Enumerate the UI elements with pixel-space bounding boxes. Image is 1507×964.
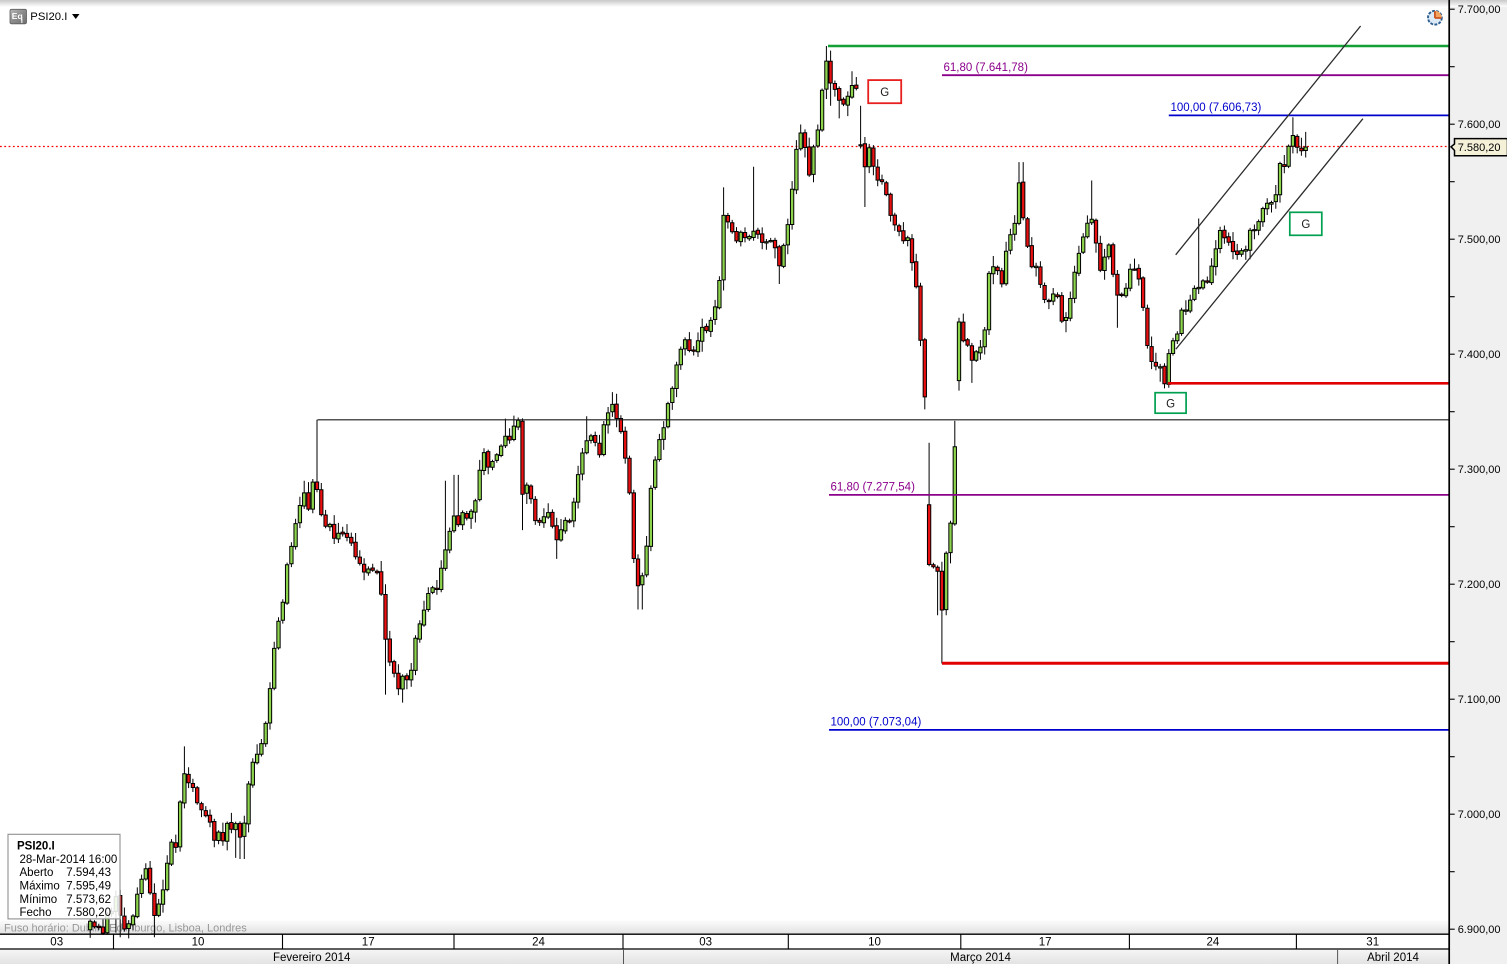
svg-text:7.580,20: 7.580,20 <box>66 907 111 919</box>
svg-text:Eq: Eq <box>12 11 23 21</box>
svg-text:28-Mar-2014 16:00: 28-Mar-2014 16:00 <box>20 854 118 866</box>
svg-text:Fecho: Fecho <box>20 907 52 919</box>
svg-text:7.200,00: 7.200,00 <box>1458 579 1501 591</box>
svg-text:Aberto: Aberto <box>20 867 54 879</box>
svg-text:31: 31 <box>1366 937 1379 949</box>
svg-text:7.400,00: 7.400,00 <box>1458 349 1501 361</box>
svg-text:61,80 (7.641,78): 61,80 (7.641,78) <box>944 62 1029 74</box>
svg-text:7.594,43: 7.594,43 <box>66 867 111 879</box>
svg-text:100,00 (7.073,04): 100,00 (7.073,04) <box>831 717 922 729</box>
svg-text:100,00 (7.606,73): 100,00 (7.606,73) <box>1171 102 1262 114</box>
svg-text:24: 24 <box>532 937 545 949</box>
svg-text:17: 17 <box>362 937 375 949</box>
svg-text:Março 2014: Março 2014 <box>950 952 1011 964</box>
svg-text:7.600,00: 7.600,00 <box>1458 119 1501 131</box>
svg-text:Abril 2014: Abril 2014 <box>1367 952 1419 964</box>
svg-text:PSI20.I: PSI20.I <box>30 11 67 23</box>
svg-text:7.580,20: 7.580,20 <box>1458 142 1501 154</box>
svg-text:7.700,00: 7.700,00 <box>1458 4 1501 16</box>
svg-text:G: G <box>880 87 889 99</box>
svg-text:G: G <box>1166 399 1175 411</box>
svg-text:6.900,00: 6.900,00 <box>1458 924 1501 936</box>
svg-text:24: 24 <box>1207 937 1220 949</box>
svg-text:PSI20.I: PSI20.I <box>17 841 55 853</box>
svg-text:10: 10 <box>192 937 205 949</box>
svg-text:17: 17 <box>1039 937 1052 949</box>
svg-text:03: 03 <box>699 937 712 949</box>
svg-text:Fevereiro 2014: Fevereiro 2014 <box>273 952 351 964</box>
svg-text:10: 10 <box>868 937 881 949</box>
svg-text:7.100,00: 7.100,00 <box>1458 694 1501 706</box>
svg-text:i: i <box>21 16 23 25</box>
svg-text:Mínimo: Mínimo <box>20 894 58 906</box>
svg-text:61,80 (7.277,54): 61,80 (7.277,54) <box>831 482 916 494</box>
svg-text:G: G <box>1301 219 1310 231</box>
svg-text:7.573,62: 7.573,62 <box>66 894 111 906</box>
svg-text:7.000,00: 7.000,00 <box>1458 809 1501 821</box>
svg-text:7.500,00: 7.500,00 <box>1458 234 1501 246</box>
svg-text:7.300,00: 7.300,00 <box>1458 464 1501 476</box>
svg-text:7.595,49: 7.595,49 <box>66 881 111 893</box>
svg-text:03: 03 <box>50 937 63 949</box>
svg-text:Máximo: Máximo <box>20 881 60 893</box>
